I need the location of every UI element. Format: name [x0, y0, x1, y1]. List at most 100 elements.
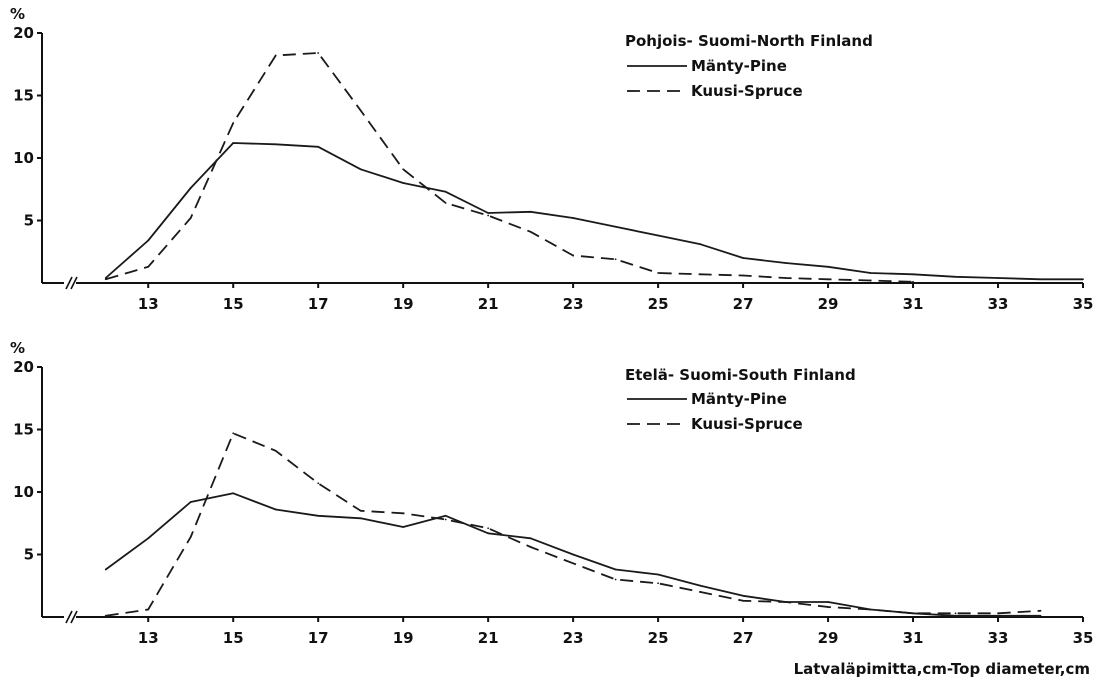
data-point [359, 168, 362, 171]
data-point [359, 109, 362, 112]
data-point [997, 277, 999, 279]
data-point [444, 202, 447, 204]
x-tick-label: 19 [393, 295, 414, 313]
data-point [232, 122, 235, 124]
data-point [657, 573, 660, 576]
chart-panel-1: % 5 10 15 20 13 15 17 19 21 23 25 27 29 31 33 35 Pohjois-… [10, 5, 1093, 313]
legend-title: Pohjois- Suomi-North Finland [625, 32, 873, 50]
x-tick-label: 13 [138, 295, 159, 313]
data-point [572, 254, 575, 257]
data-point [147, 239, 150, 242]
data-point [232, 492, 235, 495]
data-point [402, 526, 405, 528]
data-point [699, 591, 702, 593]
axis-break-stroke [65, 610, 73, 624]
axis-break-gap [64, 280, 76, 286]
legend-title: Etelä- Suomi-South Finland [625, 366, 856, 384]
data-point [147, 265, 150, 268]
data-point [614, 568, 617, 571]
chart-panel-2: % 5 10 15 20 13 15 17 19 21 23 25 27 29 31 33 35 Etelä- S… [10, 339, 1093, 647]
x-tick-label: 29 [818, 629, 839, 647]
data-point [232, 432, 235, 435]
legend-entry-label: Mänty-Pine [691, 390, 787, 408]
series-line-spruce [105, 52, 914, 283]
x-tick-label: 31 [903, 295, 924, 313]
data-point [1039, 614, 1042, 617]
data-point [869, 608, 872, 611]
data-point [954, 612, 957, 615]
x-tick-label: 29 [818, 295, 839, 313]
data-point [189, 217, 192, 219]
x-tick-label: 17 [308, 295, 329, 313]
data-point [487, 532, 490, 535]
data-point [402, 182, 405, 184]
data-point [699, 273, 702, 276]
data-point [997, 612, 999, 615]
y-unit-label: % [10, 5, 25, 23]
data-point [147, 537, 150, 540]
data-point [529, 537, 532, 540]
data-point [912, 280, 914, 283]
y-tick-label: 10 [13, 483, 34, 501]
x-tick-label: 17 [308, 629, 329, 647]
data-point [444, 190, 447, 193]
y-tick-label: 20 [13, 24, 34, 42]
x-tick-label: 13 [138, 629, 159, 647]
data-point [657, 582, 660, 585]
x-tick-label: 15 [223, 295, 244, 313]
data-point [742, 257, 744, 259]
data-point [572, 562, 575, 565]
data-point [444, 518, 447, 521]
data-point [189, 536, 192, 538]
x-axis-break-mark [64, 276, 78, 290]
series-line-pine [105, 142, 1083, 281]
series-line-spruce [105, 432, 1041, 617]
data-point [147, 608, 150, 611]
x-tick-label: 27 [733, 295, 754, 313]
data-point [614, 578, 617, 581]
data-point [954, 614, 957, 617]
x-tick-label: 33 [988, 295, 1009, 313]
x-tick-label: 19 [393, 629, 414, 647]
axis-break-gap [64, 614, 76, 620]
data-point [317, 482, 320, 485]
data-point [699, 243, 702, 246]
data-point [869, 279, 872, 282]
x-tick-label: 25 [648, 629, 669, 647]
data-point [104, 278, 107, 281]
data-point [912, 273, 914, 276]
data-point [827, 278, 829, 281]
data-point [189, 501, 192, 503]
data-point [699, 584, 702, 587]
data-point [104, 614, 107, 617]
data-point [572, 217, 575, 219]
data-point [402, 512, 405, 515]
legend-entry-label: Mänty-Pine [691, 57, 787, 75]
data-point [784, 277, 787, 279]
axis-break-stroke [70, 276, 78, 290]
chart-panels: % 5 10 15 20 13 15 17 19 21 23 25 27 29 31 33 35 Pohjois-… [10, 5, 1093, 647]
y-unit-label: % [10, 339, 25, 357]
data-point [827, 601, 829, 603]
y-tick-label: 20 [13, 358, 34, 376]
data-point [912, 612, 914, 615]
x-tick-label: 35 [1073, 295, 1094, 313]
data-point [487, 212, 490, 214]
data-point [317, 145, 320, 148]
y-tick-label: 10 [13, 149, 34, 167]
data-point [359, 517, 362, 520]
data-point [317, 52, 320, 54]
x-tick-label: 15 [223, 629, 244, 647]
data-point [742, 274, 744, 277]
data-point [784, 262, 787, 264]
data-point [784, 601, 787, 603]
data-point [614, 225, 617, 228]
x-axis-label: Latvaläpimitta,cm-Top diameter,cm [794, 660, 1090, 678]
x-tick-label: 23 [563, 295, 584, 313]
data-point [827, 265, 829, 268]
data-point [274, 508, 277, 511]
axis-break-stroke [65, 276, 73, 290]
data-point [572, 553, 575, 556]
data-point [657, 272, 660, 274]
data-point [1039, 609, 1042, 612]
